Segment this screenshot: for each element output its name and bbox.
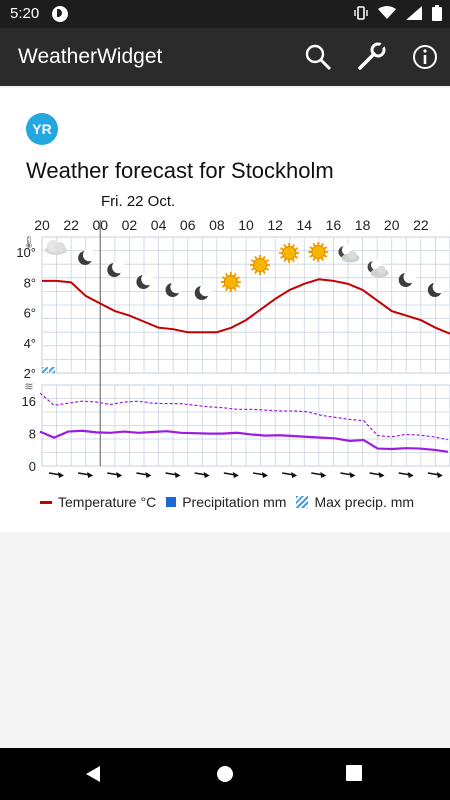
sun-icon <box>220 272 241 292</box>
wind-direction-arrow-icon <box>311 472 327 478</box>
y-tick-label-temp: 10° <box>16 245 36 260</box>
x-tick-label: 20 <box>34 217 50 233</box>
wind-icon: ≋ <box>24 380 33 393</box>
x-tick-label: 10 <box>238 217 254 233</box>
moon-cloud-icon <box>338 244 360 263</box>
yr-logo: YR <box>26 113 58 145</box>
wind-direction-arrow-icon <box>48 472 64 478</box>
y-tick-label-temp: 6° <box>24 306 36 321</box>
wind-direction-arrow-icon <box>165 472 181 478</box>
app-title: WeatherWidget <box>18 45 163 68</box>
wind-direction-arrow-icon <box>427 472 443 478</box>
info-icon[interactable] <box>410 42 440 72</box>
chart-legend: Temperature °C Precipitation mm Max prec… <box>40 494 424 510</box>
y-tick-label-temp: 8° <box>24 275 36 290</box>
home-icon[interactable] <box>216 765 234 783</box>
page-title: Weather forecast for Stockholm <box>26 158 334 183</box>
legend-label-precipitation: Precipitation mm <box>182 494 287 510</box>
y-tick-label-wind: 8 <box>29 427 36 442</box>
recents-icon[interactable] <box>346 765 362 781</box>
max-precip-bar <box>42 367 48 373</box>
status-icons <box>354 5 442 21</box>
moon-icon <box>194 283 212 300</box>
wind-direction-arrow-icon <box>136 472 152 478</box>
wind-direction-arrow-icon <box>223 472 239 478</box>
legend-item-temperature: Temperature °C <box>40 494 156 510</box>
wind-direction-arrow-icon <box>369 472 385 478</box>
nav-bar <box>0 748 450 800</box>
x-tick-label: 12 <box>267 217 283 233</box>
legend-label-max-precip: Max precip. mm <box>314 494 415 510</box>
cloud-icon <box>45 240 67 255</box>
moon-cloud-icon <box>367 259 389 278</box>
x-tick-label: 20 <box>384 217 400 233</box>
sun-icon <box>308 242 329 262</box>
wind-direction-arrow-icon <box>194 472 210 478</box>
x-tick-label: 04 <box>151 217 167 233</box>
status-bar: 5:20 <box>0 0 450 28</box>
temperature-line <box>42 278 450 335</box>
x-tick-label: 06 <box>180 217 196 233</box>
wind-direction-arrow-icon <box>398 472 414 478</box>
wind-direction-arrow-icon <box>107 472 123 478</box>
max-precip-bar <box>49 367 55 373</box>
x-tick-label: 18 <box>355 217 371 233</box>
wind-direction-arrow-icon <box>78 472 94 478</box>
y-tick-label-temp: 4° <box>24 336 36 351</box>
legend-item-max-precip: Max precip. mm <box>296 494 414 510</box>
wind-direction-arrow-icon <box>340 472 356 478</box>
x-tick-label: 14 <box>296 217 312 233</box>
x-tick-label: 02 <box>122 217 138 233</box>
x-tick-label: 22 <box>413 217 429 233</box>
moon-icon <box>107 260 125 277</box>
y-tick-label-temp: 2° <box>24 366 36 381</box>
back-icon[interactable] <box>84 765 102 783</box>
legend-item-precipitation: Precipitation mm <box>166 494 286 510</box>
legend-swatch-line <box>40 500 52 504</box>
thermometer-icon: 🌡 <box>21 235 36 249</box>
x-tick-label: 08 <box>209 217 225 233</box>
wind-direction-arrow-icon <box>252 472 268 478</box>
sun-icon <box>250 255 270 275</box>
y-tick-label-wind: 0 <box>29 459 36 474</box>
moon-icon <box>136 272 154 289</box>
battery-icon <box>432 5 442 21</box>
legend-label-temperature: Temperature °C <box>58 494 157 510</box>
wrench-icon[interactable] <box>356 42 386 72</box>
wifi-icon <box>378 6 396 19</box>
x-tick-label: 16 <box>326 217 342 233</box>
forecast-chart: 20 22 00 02 04 06 08 10 12 14 16 18 20 22🌡≋10°8°6°4°2… <box>16 217 450 478</box>
moon-icon <box>78 248 96 265</box>
date-label: Fri. 22 Oct. <box>101 193 176 210</box>
notification-icon <box>52 6 68 22</box>
status-time: 5:20 <box>10 5 40 22</box>
sun-icon <box>279 243 300 263</box>
moon-icon <box>398 270 416 287</box>
moon-icon <box>427 280 446 297</box>
moon-icon <box>165 280 183 297</box>
wind-speed-line <box>39 429 449 453</box>
search-icon[interactable] <box>303 42 333 72</box>
legend-swatch-box <box>166 497 177 507</box>
app-bar: WeatherWidget <box>0 28 450 86</box>
x-tick-label: 22 <box>63 217 79 233</box>
wind-direction-arrow-icon <box>282 472 298 478</box>
signal-icon <box>406 6 422 20</box>
legend-swatch-hatch <box>296 496 309 508</box>
y-tick-label-wind: 16 <box>22 394 36 409</box>
vibrate-icon <box>354 6 368 20</box>
